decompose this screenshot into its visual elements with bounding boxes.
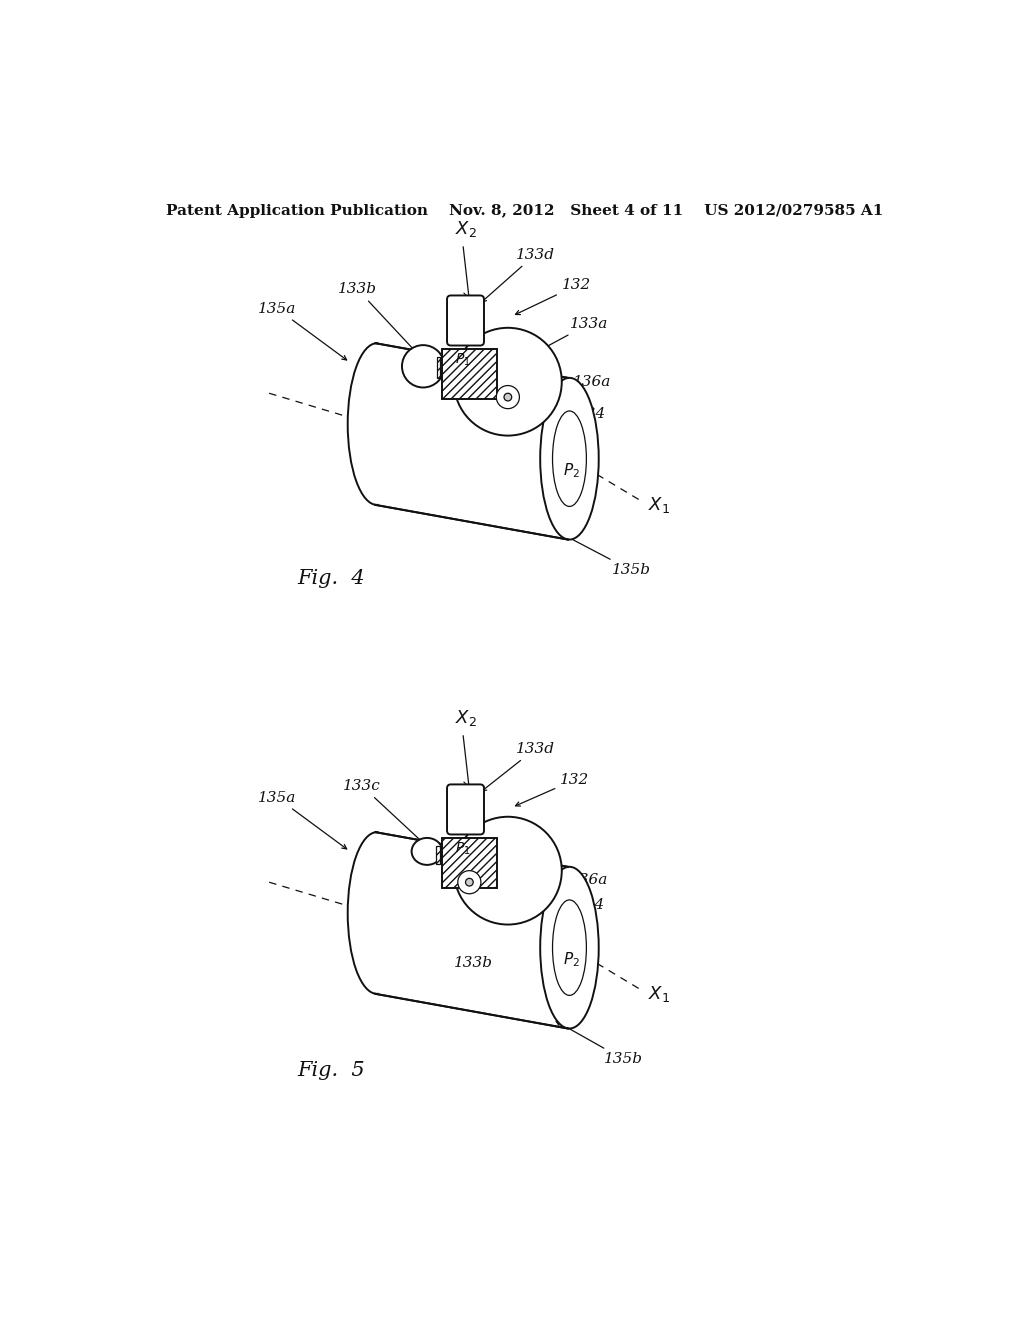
Text: 136a: 136a bbox=[544, 375, 611, 397]
Circle shape bbox=[504, 393, 512, 401]
Ellipse shape bbox=[553, 411, 587, 507]
Polygon shape bbox=[376, 343, 568, 540]
Ellipse shape bbox=[541, 867, 599, 1028]
Circle shape bbox=[497, 385, 519, 409]
Polygon shape bbox=[376, 832, 568, 1028]
Text: $\mathit{X_2}$: $\mathit{X_2}$ bbox=[455, 709, 476, 729]
Text: $\mathit{X_1}$: $\mathit{X_1}$ bbox=[648, 983, 670, 1003]
Text: 134: 134 bbox=[551, 899, 605, 912]
Text: 134: 134 bbox=[552, 407, 606, 421]
Text: 133b: 133b bbox=[454, 956, 493, 970]
Polygon shape bbox=[379, 339, 575, 544]
Ellipse shape bbox=[553, 900, 587, 995]
Text: 132: 132 bbox=[515, 772, 590, 807]
Ellipse shape bbox=[541, 378, 599, 540]
Text: 132: 132 bbox=[515, 279, 591, 314]
Ellipse shape bbox=[412, 838, 442, 865]
Text: Fig.  5: Fig. 5 bbox=[297, 1061, 365, 1080]
Text: $\mathit{X_2}$: $\mathit{X_2}$ bbox=[455, 219, 476, 239]
Circle shape bbox=[458, 871, 481, 894]
Text: $\mathit{P_1}$: $\mathit{P_1}$ bbox=[456, 841, 471, 857]
Circle shape bbox=[454, 817, 562, 924]
Text: 135a: 135a bbox=[258, 791, 347, 849]
Circle shape bbox=[466, 878, 473, 886]
Text: 133a: 133a bbox=[543, 317, 608, 348]
Polygon shape bbox=[379, 829, 575, 1032]
Text: Patent Application Publication    Nov. 8, 2012   Sheet 4 of 11    US 2012/027958: Patent Application Publication Nov. 8, 2… bbox=[166, 203, 884, 218]
Text: 133b: 133b bbox=[338, 282, 426, 363]
FancyBboxPatch shape bbox=[447, 784, 484, 834]
Polygon shape bbox=[437, 358, 440, 378]
Text: $\mathit{X_1}$: $\mathit{X_1}$ bbox=[648, 495, 670, 515]
Text: $\mathit{P_1}$: $\mathit{P_1}$ bbox=[456, 352, 471, 368]
Text: 133c: 133c bbox=[343, 779, 429, 849]
Polygon shape bbox=[441, 350, 497, 399]
Text: 135b: 135b bbox=[556, 1022, 643, 1067]
Text: 133d: 133d bbox=[482, 742, 555, 791]
Text: 135b: 135b bbox=[561, 533, 651, 577]
Ellipse shape bbox=[402, 345, 444, 388]
Text: 133d: 133d bbox=[481, 248, 555, 302]
Text: 136a: 136a bbox=[541, 873, 608, 892]
FancyBboxPatch shape bbox=[447, 296, 484, 346]
Text: 132: 132 bbox=[513, 871, 575, 890]
Text: 135a: 135a bbox=[258, 301, 347, 360]
Ellipse shape bbox=[348, 832, 407, 994]
Circle shape bbox=[454, 327, 562, 436]
Ellipse shape bbox=[348, 343, 407, 506]
Polygon shape bbox=[436, 846, 440, 865]
Text: $\mathit{P_2}$: $\mathit{P_2}$ bbox=[562, 950, 580, 969]
Text: $\mathit{P_2}$: $\mathit{P_2}$ bbox=[562, 461, 580, 479]
Text: Fig.  4: Fig. 4 bbox=[297, 569, 365, 587]
Polygon shape bbox=[441, 838, 497, 887]
